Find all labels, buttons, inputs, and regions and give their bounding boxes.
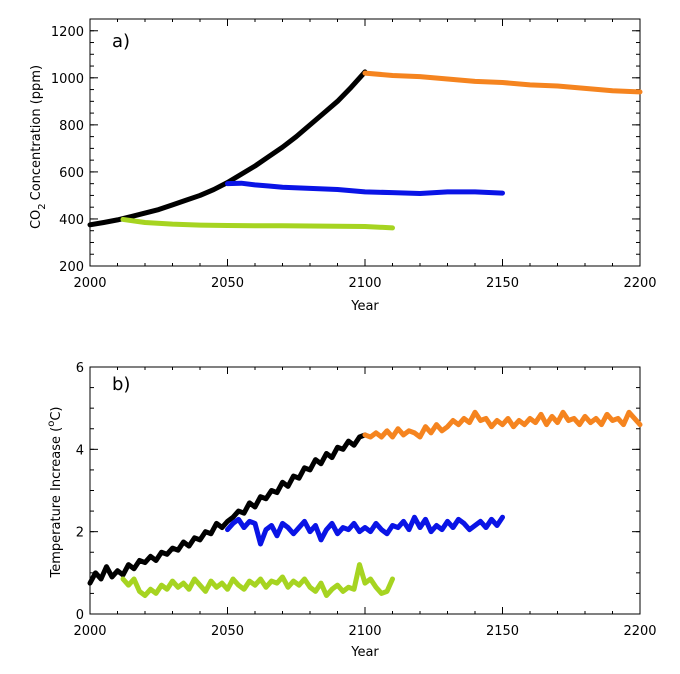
x-tick-label: 2100 <box>348 276 381 291</box>
y-axis-label: Temperature Increase (oC) <box>46 407 64 579</box>
tick-group: 2000 2050 2100 2150 2200 200 400 600 800 1000 1200 <box>51 18 657 291</box>
panel-label: b) <box>112 374 130 395</box>
x-tick-label: 2200 <box>623 276 656 291</box>
x-tick-label: 2150 <box>486 276 519 291</box>
y-tick-label: 0 <box>76 608 84 623</box>
y-tick-label: 1200 <box>51 25 84 40</box>
y-axis-label-prefix: CO <box>29 210 44 229</box>
y-axis-label-superscript: o <box>46 421 57 427</box>
y-tick-label: 600 <box>59 166 84 181</box>
y-axis-label-unit: C) <box>49 407 64 421</box>
x-tick-label: 2050 <box>211 276 244 291</box>
y-tick-label: 200 <box>59 260 84 275</box>
series-group <box>87 409 643 598</box>
series-line-0 <box>87 432 368 586</box>
series-line-2 <box>225 514 505 547</box>
series-line-3 <box>362 409 643 440</box>
panel-label: a) <box>112 31 130 52</box>
series-group <box>87 69 643 231</box>
x-axis-label: Year <box>350 645 379 660</box>
y-axis-label-text: Concentration (ppm) <box>29 65 44 200</box>
y-tick-label: 400 <box>59 213 84 228</box>
y-tick-label: 2 <box>76 526 84 541</box>
series-line-2 <box>225 180 505 197</box>
series-line-3 <box>362 70 643 95</box>
y-axis-label-text: Temperature Increase ( <box>49 427 64 579</box>
x-tick-label: 2200 <box>623 624 656 639</box>
x-tick-label: 2050 <box>211 624 244 639</box>
y-axis-label-subscript: 2 <box>37 203 48 209</box>
x-axis-label: Year <box>350 299 379 314</box>
y-tick-label: 4 <box>76 443 84 458</box>
series-line-0 <box>87 69 368 228</box>
y-axis-label: CO2 Concentration (ppm) <box>29 65 48 229</box>
x-tick-label: 2000 <box>73 624 106 639</box>
tick-group: 2000 2050 2100 2150 2200 0 2 4 6 <box>73 361 656 639</box>
series-line-1 <box>120 216 395 231</box>
y-tick-label: 1000 <box>51 72 84 87</box>
temperature-increase-chart: 2000 2050 2100 2150 2200 0 2 4 6 b) Year Tempera… <box>46 361 657 660</box>
series-line-1 <box>120 562 395 598</box>
y-tick-label: 6 <box>76 361 84 376</box>
co2-concentration-chart: 2000 2050 2100 2150 2200 200 400 600 800 1000 1200… <box>29 18 657 314</box>
x-tick-label: 2100 <box>348 624 381 639</box>
x-tick-label: 2000 <box>73 276 106 291</box>
x-tick-label: 2150 <box>486 624 519 639</box>
y-tick-label: 800 <box>59 119 84 134</box>
